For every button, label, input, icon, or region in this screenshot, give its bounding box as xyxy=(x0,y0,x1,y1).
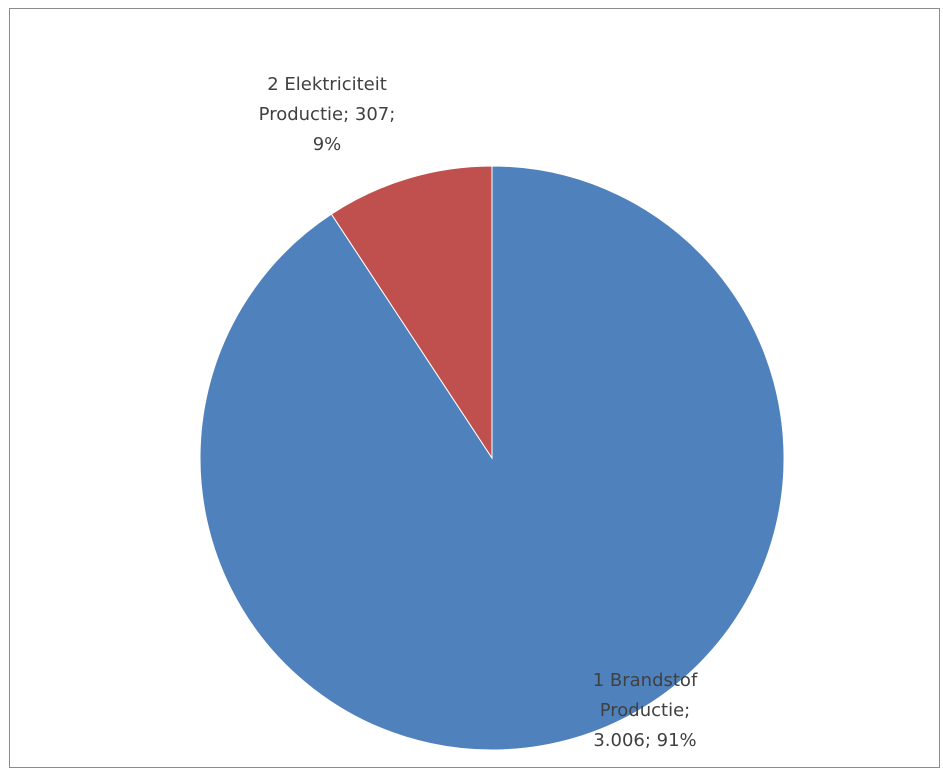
slice-label-1: 1 Brandstof Productie; 3.006; 91% xyxy=(593,670,698,751)
pie-slice-2 xyxy=(330,165,493,460)
slice-label-line: 9% xyxy=(313,134,342,155)
slice-label-line: 3.006; 91% xyxy=(593,730,696,751)
slice-label-line: 1 Brandstof xyxy=(593,670,698,691)
pie-slices xyxy=(199,165,785,751)
slice-label-line: 2 Elektriciteit xyxy=(267,74,387,95)
slice-label-line: Productie; 307; xyxy=(259,104,396,125)
slice-label-line: Productie; xyxy=(600,700,690,721)
slice-labels: 1 Brandstof Productie; 3.006; 91% 2 Elektri… xyxy=(259,74,698,751)
slice-label-2: 2 Elektriciteit Productie; 307; 9% xyxy=(259,74,396,155)
